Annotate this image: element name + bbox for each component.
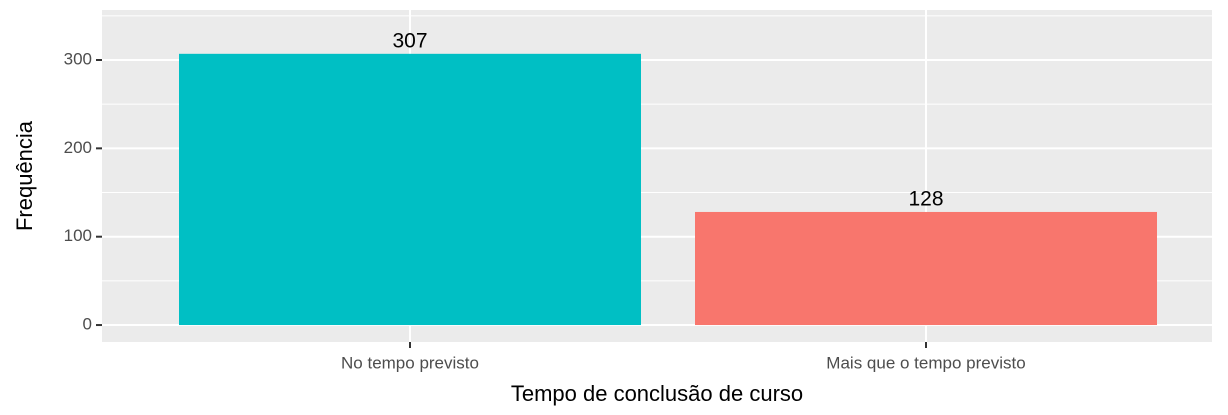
value-label: 128	[908, 188, 943, 211]
bar	[695, 211, 1157, 326]
y-tick-label: 300	[64, 49, 92, 68]
y-axis-title: Frequência	[12, 120, 37, 231]
bar	[179, 53, 641, 326]
y-tick-label: 200	[64, 138, 92, 157]
y-tick-label: 100	[64, 226, 92, 245]
x-tick-label: Mais que o tempo previsto	[826, 353, 1025, 372]
x-axis-title: Tempo de conclusão de curso	[511, 381, 803, 406]
y-tick-label: 0	[83, 315, 92, 334]
x-tick-label: No tempo previsto	[341, 353, 479, 372]
value-label: 307	[392, 29, 427, 52]
